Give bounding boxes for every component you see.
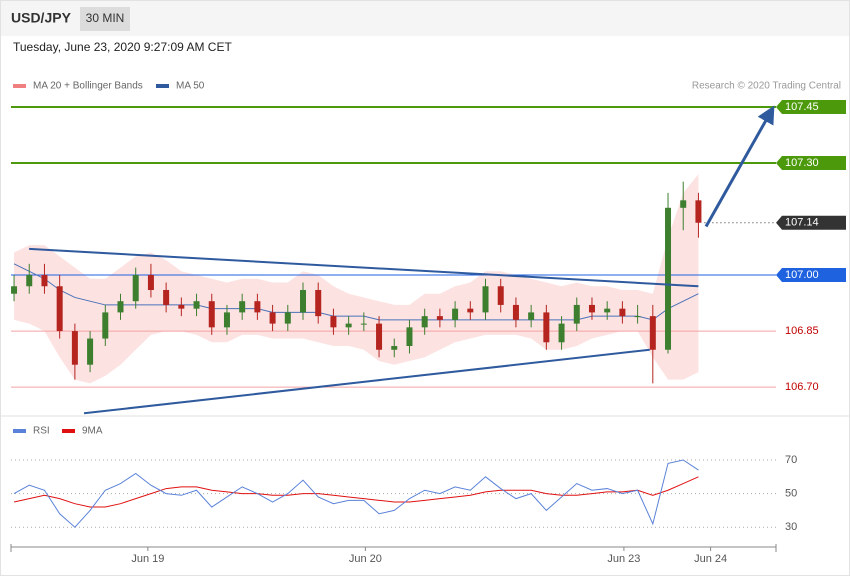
candle-body bbox=[208, 301, 215, 328]
candle-body bbox=[87, 338, 94, 365]
legend-swatch bbox=[13, 429, 26, 433]
candle-body bbox=[315, 289, 322, 317]
timeframe: 30 MIN bbox=[86, 11, 125, 25]
candle-body bbox=[391, 346, 398, 350]
candle-body bbox=[543, 312, 550, 343]
x-tick-label: Jun 20 bbox=[349, 553, 382, 565]
candle-body bbox=[330, 316, 337, 328]
candle-body bbox=[452, 308, 459, 320]
candle-body bbox=[604, 308, 611, 313]
y-tick-label: 50 bbox=[785, 488, 797, 500]
level-tag bbox=[776, 155, 846, 170]
candle-body bbox=[619, 308, 626, 317]
ma50-line bbox=[13, 263, 699, 321]
candle-body bbox=[360, 323, 367, 325]
timeframe-badge bbox=[80, 7, 130, 31]
candle-body bbox=[558, 323, 565, 343]
rsi-line bbox=[13, 476, 699, 508]
symbol: USD/JPY bbox=[11, 10, 72, 26]
rsi-line bbox=[13, 459, 699, 528]
y-tick-label: 30 bbox=[785, 521, 797, 533]
candle-body bbox=[436, 316, 443, 320]
candle-body bbox=[497, 286, 504, 305]
candle-body bbox=[421, 316, 428, 328]
candle-body bbox=[193, 301, 200, 309]
y-tick-label: 70 bbox=[785, 454, 797, 466]
level-label: 106.70 bbox=[785, 381, 819, 393]
level-tag bbox=[776, 215, 846, 230]
level-label: 107.45 bbox=[785, 101, 819, 113]
x-tick-label: Jun 24 bbox=[694, 553, 727, 565]
candle-body bbox=[573, 304, 580, 324]
trendline bbox=[29, 247, 699, 288]
candle-body bbox=[223, 312, 230, 328]
candle-body bbox=[665, 207, 672, 350]
candle-body bbox=[284, 312, 291, 324]
candle-body bbox=[300, 289, 307, 313]
level-label: 106.85 bbox=[785, 325, 819, 337]
legend-label: 9MA bbox=[82, 426, 103, 437]
level-label: 107.30 bbox=[785, 157, 819, 169]
candle-body bbox=[147, 275, 154, 290]
candle-body bbox=[634, 316, 641, 318]
candle-body bbox=[71, 331, 78, 365]
x-tick-label: Jun 23 bbox=[607, 553, 640, 565]
candle-body bbox=[269, 312, 276, 324]
level-tag bbox=[776, 268, 846, 283]
candle-body bbox=[345, 323, 352, 328]
candle-body bbox=[512, 304, 519, 320]
candle-body bbox=[178, 304, 185, 309]
candle-body bbox=[41, 275, 48, 287]
level-label: 107.00 bbox=[785, 269, 819, 281]
candle-body bbox=[588, 304, 595, 313]
candle-body bbox=[239, 301, 246, 313]
credit: Research © 2020 Trading Central bbox=[692, 81, 841, 92]
candle-body bbox=[695, 200, 702, 223]
candle-body bbox=[56, 286, 63, 332]
candle-body bbox=[482, 286, 489, 313]
trendline bbox=[83, 348, 650, 415]
legend-swatch bbox=[13, 84, 26, 88]
level-label: 107.14 bbox=[785, 217, 819, 229]
candle-body bbox=[11, 286, 18, 294]
timestamp: Tuesday, June 23, 2020 9:27:09 AM CET bbox=[13, 40, 232, 54]
candle-body bbox=[117, 301, 124, 313]
legend-swatch bbox=[156, 84, 169, 88]
legend-label: RSI bbox=[33, 426, 50, 437]
legend-label: MA 20 + Bollinger Bands bbox=[33, 81, 143, 92]
candle-body bbox=[680, 200, 687, 208]
candle-body bbox=[102, 312, 109, 339]
level-tag bbox=[776, 99, 846, 114]
legend-swatch bbox=[62, 429, 75, 433]
trendline bbox=[704, 105, 775, 228]
header bbox=[1, 1, 849, 36]
candle-body bbox=[132, 275, 139, 302]
candle-body bbox=[26, 275, 33, 287]
candle-body bbox=[467, 308, 474, 313]
candle-body bbox=[528, 312, 535, 320]
candle-body bbox=[376, 323, 383, 350]
x-tick-label: Jun 19 bbox=[131, 553, 164, 565]
candle-body bbox=[649, 316, 656, 350]
candle-body bbox=[254, 301, 261, 313]
candle-body bbox=[406, 327, 413, 347]
candle-body bbox=[163, 289, 170, 305]
legend-label: MA 50 bbox=[176, 81, 205, 92]
